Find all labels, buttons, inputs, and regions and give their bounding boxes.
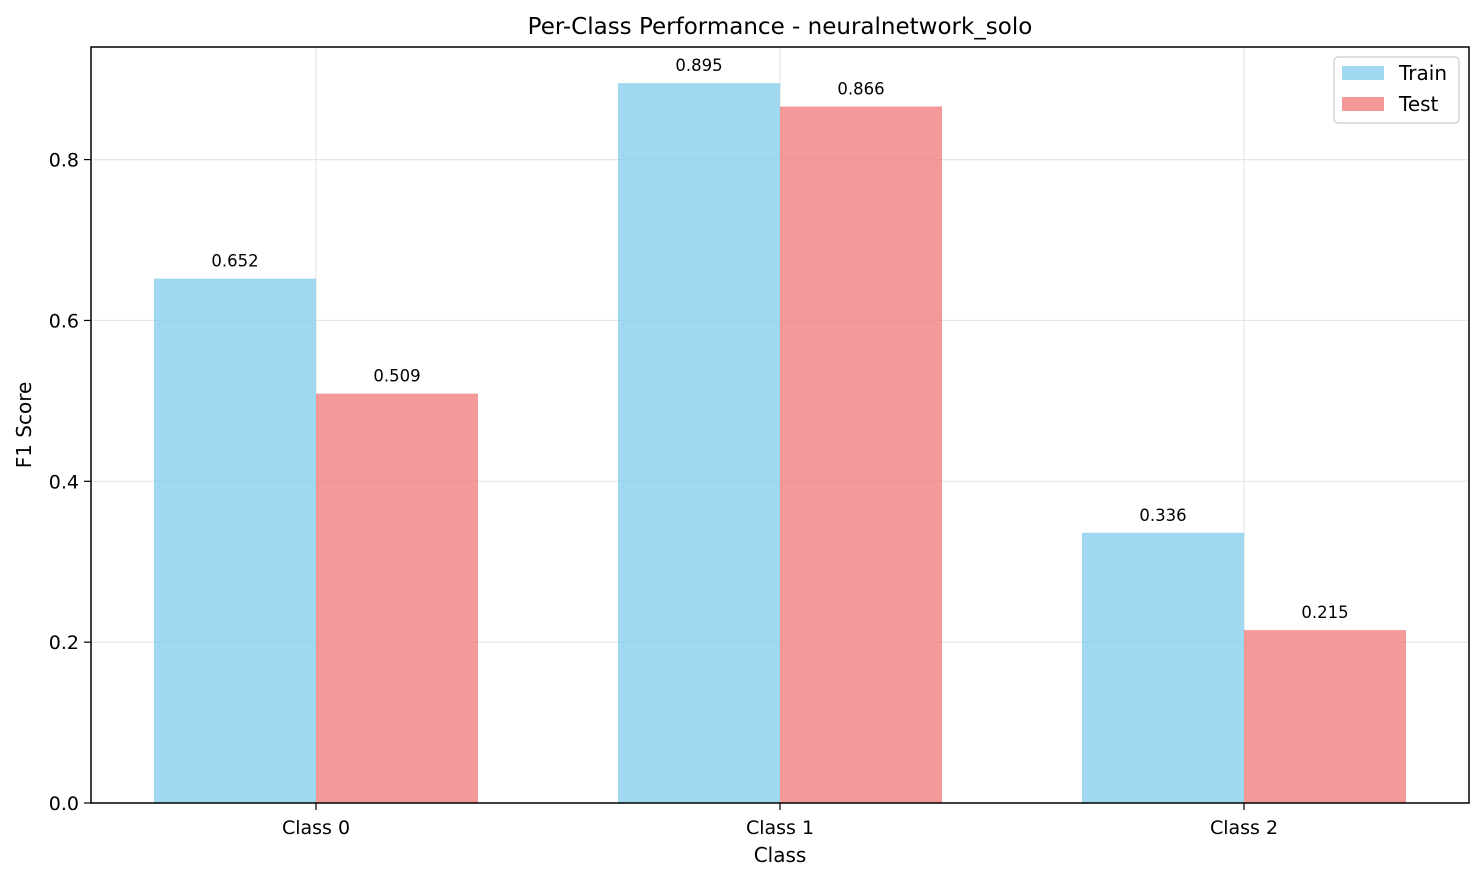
bar-test-2: [1244, 630, 1406, 803]
y-axis-title: F1 Score: [12, 382, 36, 469]
bar-train-0: [154, 278, 316, 804]
x-tick-label: Class 1: [746, 817, 814, 839]
legend-swatch-train: [1342, 66, 1384, 80]
bar-value-label: 0.866: [837, 80, 884, 99]
bar-value-label: 0.336: [1139, 506, 1186, 525]
bar-value-label: 0.215: [1301, 603, 1348, 622]
legend-swatch-test: [1342, 97, 1384, 111]
legend: Train Test: [1333, 56, 1460, 124]
chart-title: Per-Class Performance - neuralnetwork_so…: [528, 14, 1033, 40]
y-tick-label: 0.2: [49, 632, 79, 654]
x-tick-label: Class 0: [282, 817, 350, 839]
y-tick-label: 0.0: [49, 793, 79, 815]
bars: [154, 83, 1406, 804]
bar-train-1: [618, 83, 780, 804]
x-axis-title: Class: [754, 843, 807, 867]
bar-value-label: 0.895: [675, 56, 722, 75]
bar-labels: 0.652 0.895 0.336 0.509 0.866 0.215: [211, 56, 1348, 622]
legend-label-test: Test: [1398, 92, 1439, 116]
y-tick-label: 0.4: [49, 471, 79, 493]
bar-train-2: [1082, 532, 1244, 803]
y-tick-label: 0.6: [49, 310, 79, 332]
bar-test-1: [780, 106, 942, 803]
y-tick-label: 0.8: [49, 150, 79, 172]
bar-value-label: 0.652: [211, 252, 258, 271]
bar-test-0: [316, 393, 478, 803]
ticks: 0.0 0.2 0.4 0.6 0.8 Class 0 Class 1 Class 2: [49, 150, 1278, 839]
legend-label-train: Train: [1398, 61, 1447, 85]
bar-value-label: 0.509: [373, 367, 420, 386]
x-tick-label: Class 2: [1210, 817, 1278, 839]
